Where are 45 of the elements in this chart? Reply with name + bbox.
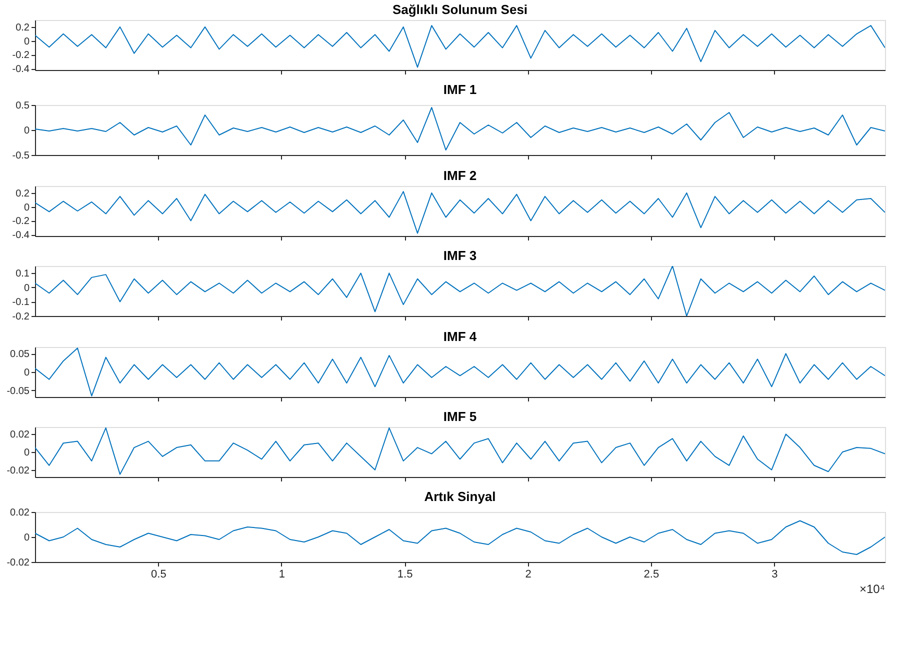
chart-title: IMF 4	[443, 329, 478, 344]
y-tick-label: 0	[24, 368, 30, 378]
chart-title: IMF 3	[443, 248, 477, 263]
line-series	[35, 427, 885, 475]
line-series	[35, 25, 885, 68]
y-tick-label: -0.2	[12, 216, 30, 228]
line-series	[35, 520, 885, 555]
x-tick-label: 0.5	[151, 568, 166, 580]
y-tick-label: 0	[24, 282, 30, 294]
y-tick-label: -0.4	[12, 230, 30, 242]
line-series	[35, 348, 885, 396]
y-tick-label: 0	[24, 36, 30, 48]
y-tick-label: -0.2	[12, 50, 30, 62]
chart-title: IMF 1	[443, 82, 477, 97]
y-tick-label: 0.02	[10, 430, 30, 441]
y-tick-label: -0.05	[6, 386, 30, 397]
y-tick-label: 0.05	[10, 349, 30, 360]
chart-title: Sağlıklı Solunum Sesi	[392, 2, 528, 17]
x-tick-label: 1	[278, 568, 285, 580]
y-tick-label: 0	[24, 126, 30, 136]
chart-title: Artık Sinyal	[424, 489, 496, 504]
y-tick-label: 0.5	[16, 100, 30, 112]
x-tick-label: 2.5	[644, 568, 660, 580]
y-tick-label: 0.2	[16, 22, 30, 34]
y-tick-label: 0	[24, 532, 30, 544]
line-series	[35, 266, 885, 316]
x-tick-label: 1.5	[397, 568, 413, 580]
y-tick-label: 0	[24, 448, 30, 458]
chart-title: IMF 2	[443, 168, 477, 183]
line-series	[35, 191, 885, 234]
x-tick-label: 3	[772, 568, 778, 580]
x-tick-label: 2	[525, 568, 532, 580]
y-tick-label: -0.2	[12, 312, 30, 322]
y-tick-label: 0.1	[16, 268, 30, 280]
chart-title: IMF 5	[443, 409, 477, 424]
y-tick-label: 0.2	[16, 188, 30, 200]
y-tick-label: -0.02	[6, 465, 30, 476]
y-tick-label: -0.5	[12, 150, 30, 162]
y-tick-label: 0	[24, 202, 30, 214]
y-tick-label: -0.1	[12, 297, 30, 308]
y-tick-label: 0.02	[10, 508, 30, 518]
y-tick-label: -0.4	[12, 64, 30, 76]
text: ×10⁴	[859, 582, 885, 596]
line-series	[35, 107, 885, 150]
y-tick-label: -0.02	[6, 558, 30, 568]
